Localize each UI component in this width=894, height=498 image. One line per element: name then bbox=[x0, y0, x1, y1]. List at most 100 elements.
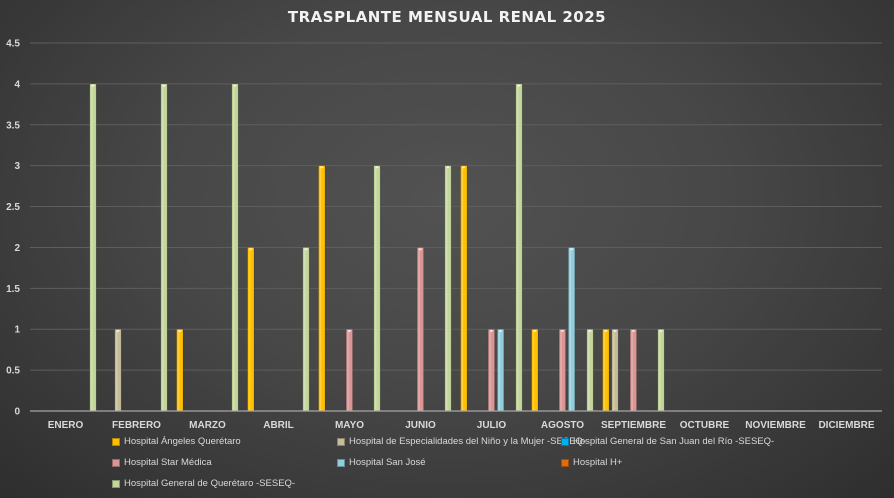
bar bbox=[416, 247, 424, 412]
bar bbox=[586, 328, 594, 412]
bar-cap bbox=[489, 330, 494, 333]
bar-highlight bbox=[461, 166, 464, 411]
x-tick-label: FEBRERO bbox=[112, 420, 161, 431]
bar-highlight bbox=[116, 330, 118, 411]
legend-swatch bbox=[112, 458, 120, 467]
bar-highlight bbox=[248, 248, 251, 411]
legend-swatch bbox=[112, 437, 120, 446]
x-tick-label: DICIEMBRE bbox=[818, 420, 874, 431]
bar-body bbox=[247, 247, 255, 412]
bar-body bbox=[444, 165, 452, 412]
bar bbox=[657, 328, 665, 412]
bar-highlight bbox=[631, 330, 633, 411]
bar-cap bbox=[418, 248, 423, 251]
bar bbox=[487, 328, 495, 412]
legend-item: Hospital General de San Juan del Río -SE… bbox=[561, 436, 774, 447]
bar-cap bbox=[248, 248, 253, 251]
bar-body bbox=[629, 328, 637, 412]
legend-label: Hospital Ángeles Querétaro bbox=[124, 436, 241, 447]
y-tick-label: 1.5 bbox=[6, 284, 20, 295]
bar-highlight bbox=[517, 84, 519, 411]
x-tick-label: JUNIO bbox=[405, 420, 436, 431]
bar-cap bbox=[347, 330, 352, 333]
bar-body bbox=[345, 328, 353, 412]
legend-item: Hospital Ángeles Querétaro bbox=[112, 436, 241, 447]
bar-highlight bbox=[233, 84, 235, 411]
bar-cap bbox=[461, 166, 466, 169]
bar bbox=[515, 83, 523, 412]
legend-item: Hospital de Especialidades del Niño y la… bbox=[337, 436, 586, 447]
bar-highlight bbox=[489, 330, 491, 411]
bar-body bbox=[373, 165, 381, 412]
y-tick-label: 0.5 bbox=[6, 366, 20, 377]
legend-item: Hospital Star Médica bbox=[112, 457, 212, 468]
y-tick-label: 1 bbox=[14, 325, 20, 336]
bar bbox=[497, 328, 505, 412]
bar bbox=[568, 247, 576, 412]
bar-cap bbox=[116, 330, 120, 333]
bar bbox=[176, 328, 184, 412]
legend-label: Hospital H+ bbox=[573, 457, 623, 468]
y-tick-label: 0 bbox=[14, 407, 20, 418]
bar-body bbox=[568, 247, 576, 412]
bar-highlight bbox=[162, 84, 164, 411]
y-tick-label: 2 bbox=[14, 243, 20, 254]
legend-swatch bbox=[561, 437, 569, 446]
bar-highlight bbox=[418, 248, 420, 411]
legend-label: Hospital Star Médica bbox=[124, 457, 212, 468]
bar-body bbox=[318, 165, 326, 412]
bar-cap bbox=[91, 84, 95, 87]
x-tick-label: JULIO bbox=[477, 420, 507, 431]
bar-body bbox=[515, 83, 523, 412]
bar-body bbox=[531, 328, 539, 412]
y-tick-label: 4 bbox=[14, 79, 20, 90]
chart-title: TRASPLANTE MENSUAL RENAL 2025 bbox=[287, 8, 607, 26]
x-tick-label: MAYO bbox=[335, 420, 364, 431]
bar-body bbox=[611, 328, 619, 412]
bar bbox=[611, 328, 619, 412]
bar-body bbox=[497, 328, 505, 412]
bar-highlight bbox=[347, 330, 349, 411]
y-tick-label: 2.5 bbox=[6, 202, 20, 213]
bar bbox=[460, 165, 468, 412]
bar-cap bbox=[569, 248, 574, 251]
legend-label: Hospital San José bbox=[349, 457, 426, 468]
bar-cap bbox=[162, 84, 166, 87]
bar bbox=[302, 247, 310, 412]
bar-highlight bbox=[498, 330, 500, 411]
bar-cap bbox=[631, 330, 636, 333]
y-tick-label: 4.5 bbox=[6, 39, 20, 50]
bar-body bbox=[160, 83, 168, 412]
bar-cap bbox=[659, 330, 663, 333]
x-tick-label: ENERO bbox=[48, 420, 84, 431]
legend-item: Hospital San José bbox=[337, 457, 426, 468]
y-tick-label: 3.5 bbox=[6, 120, 20, 131]
bar bbox=[89, 83, 97, 412]
bar-highlight bbox=[560, 330, 562, 411]
bar-highlight bbox=[304, 248, 306, 411]
bar bbox=[558, 328, 566, 412]
bar-cap bbox=[498, 330, 503, 333]
legend-label: Hospital de Especialidades del Niño y la… bbox=[349, 436, 587, 447]
bar bbox=[602, 328, 610, 412]
bar-body bbox=[487, 328, 495, 412]
bar-highlight bbox=[319, 166, 322, 411]
bar-cap bbox=[375, 166, 379, 169]
bar-body bbox=[302, 247, 310, 412]
bar-cap bbox=[446, 166, 450, 169]
x-tick-label: MARZO bbox=[189, 420, 226, 431]
x-tick-label: SEPTIEMBRE bbox=[601, 420, 666, 431]
bar bbox=[231, 83, 239, 412]
bar-cap bbox=[560, 330, 565, 333]
bar bbox=[247, 247, 255, 412]
bar-highlight bbox=[446, 166, 448, 411]
bar bbox=[629, 328, 637, 412]
bar-body bbox=[602, 328, 610, 412]
bar-cap bbox=[177, 330, 182, 333]
bar-cap bbox=[532, 330, 537, 333]
bar-highlight bbox=[375, 166, 377, 411]
bar-body bbox=[460, 165, 468, 412]
bar bbox=[444, 165, 452, 412]
